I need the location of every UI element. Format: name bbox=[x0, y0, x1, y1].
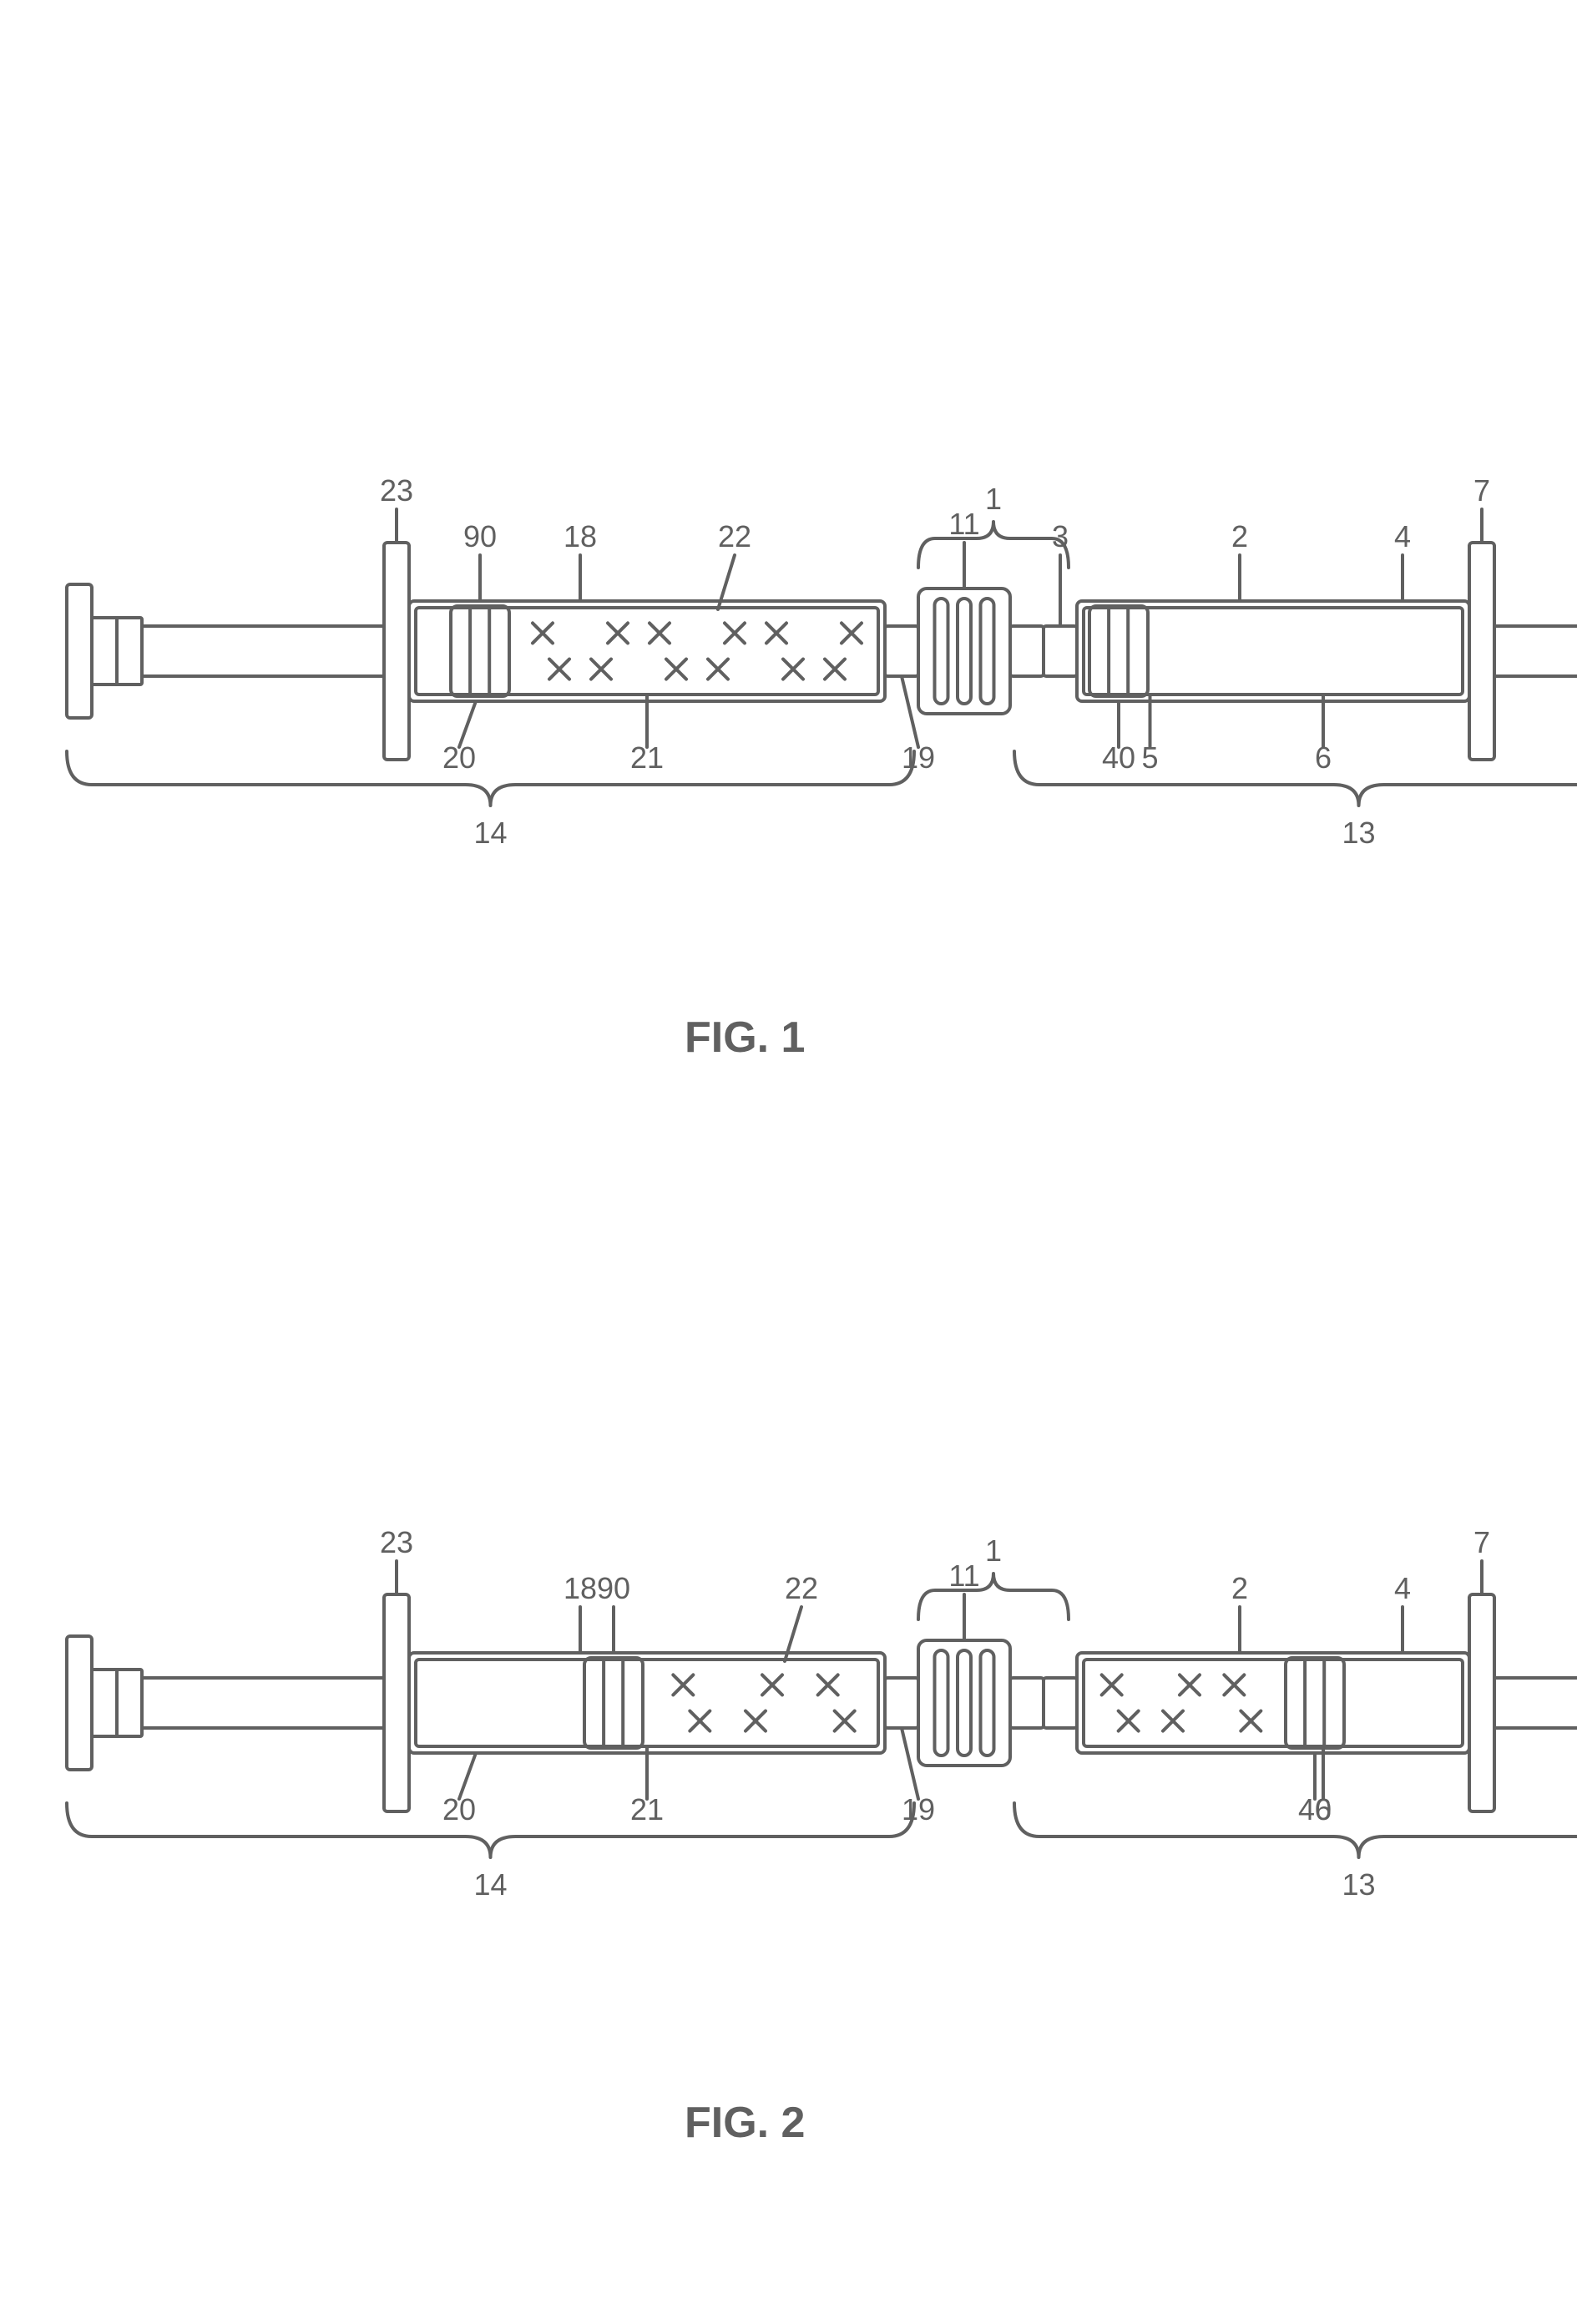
svg-text:22: 22 bbox=[785, 1571, 818, 1605]
svg-text:FIG. 1: FIG. 1 bbox=[685, 1013, 805, 1062]
diagram-canvas: 11413239018222021191134024567FIG. 111413… bbox=[0, 0, 1577, 2324]
svg-text:11: 11 bbox=[948, 507, 979, 541]
svg-text:20: 20 bbox=[442, 1792, 476, 1826]
svg-text:18: 18 bbox=[564, 1571, 597, 1605]
svg-text:23: 23 bbox=[380, 473, 413, 508]
svg-text:6: 6 bbox=[1315, 1792, 1332, 1826]
svg-text:19: 19 bbox=[902, 1792, 935, 1826]
fig1: 1 14 13 23 90 18 22 20 21 19 11 3 40 2 4 5 6 7 FIG. 1 bbox=[67, 473, 1577, 1062]
svg-text:14: 14 bbox=[473, 1867, 507, 1902]
svg-text:1: 1 bbox=[985, 1533, 1002, 1568]
svg-text:40: 40 bbox=[1102, 740, 1135, 775]
svg-text:1: 1 bbox=[985, 482, 1002, 516]
svg-text:3: 3 bbox=[1052, 519, 1069, 553]
svg-text:90: 90 bbox=[463, 519, 497, 553]
svg-text:6: 6 bbox=[1315, 740, 1332, 775]
svg-text:20: 20 bbox=[442, 740, 476, 775]
svg-text:22: 22 bbox=[718, 519, 751, 553]
svg-text:FIG. 2: FIG. 2 bbox=[685, 2099, 805, 2147]
svg-text:7: 7 bbox=[1473, 1525, 1490, 1559]
svg-text:18: 18 bbox=[564, 519, 597, 553]
svg-text:13: 13 bbox=[1342, 1867, 1375, 1902]
svg-text:14: 14 bbox=[473, 816, 507, 850]
svg-text:21: 21 bbox=[630, 740, 664, 775]
svg-text:2: 2 bbox=[1231, 519, 1248, 553]
svg-text:5: 5 bbox=[1141, 740, 1158, 775]
svg-text:11: 11 bbox=[948, 1559, 979, 1593]
svg-text:2: 2 bbox=[1231, 1571, 1248, 1605]
svg-text:4: 4 bbox=[1394, 519, 1411, 553]
fig2: 114132390182220211911402467FIG. 2 bbox=[67, 1525, 1577, 2147]
svg-text:7: 7 bbox=[1473, 473, 1490, 508]
svg-text:21: 21 bbox=[630, 1792, 664, 1826]
svg-text:13: 13 bbox=[1342, 816, 1375, 850]
svg-text:19: 19 bbox=[902, 740, 935, 775]
svg-text:4: 4 bbox=[1394, 1571, 1411, 1605]
svg-text:90: 90 bbox=[597, 1571, 630, 1605]
svg-text:23: 23 bbox=[380, 1525, 413, 1559]
